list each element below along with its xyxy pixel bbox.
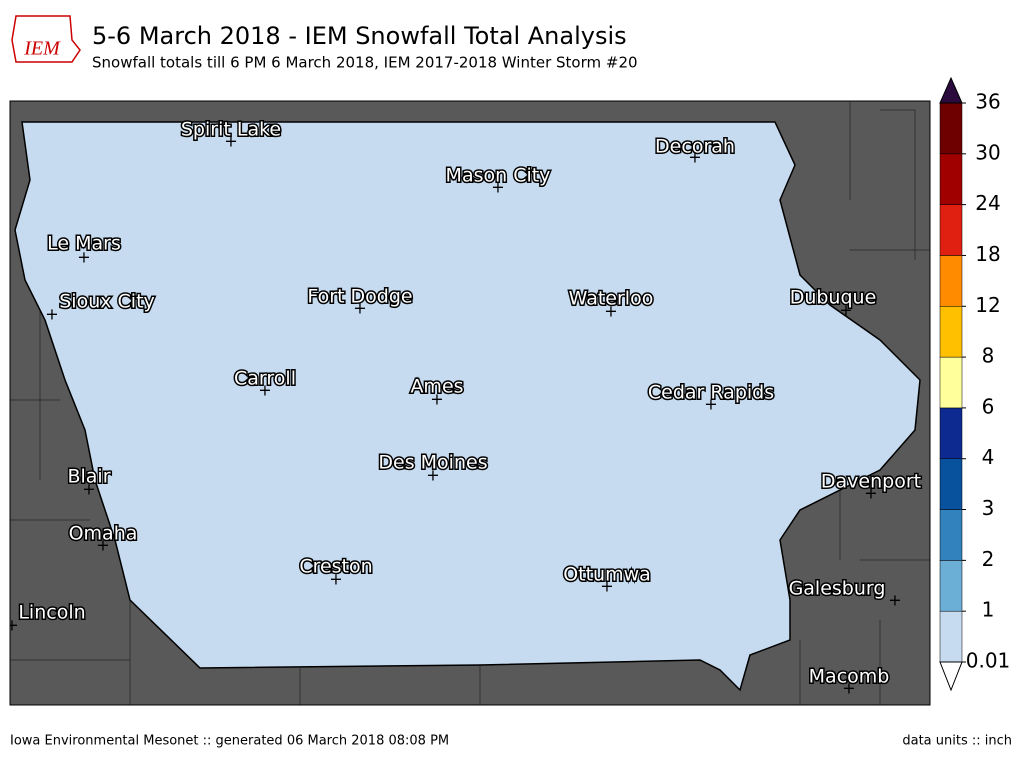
colorbar-segment [939, 356, 963, 409]
city-marker: + [604, 302, 617, 321]
colorbar-tick-label: 18 [975, 242, 1000, 266]
colorbar-segment [939, 204, 963, 256]
city-label: Waterloo [569, 288, 654, 310]
colorbar-segment [939, 610, 963, 663]
colorbar-tick-label: 36 [975, 90, 1000, 114]
city-marker: + [82, 480, 95, 499]
colorbar-segment [939, 509, 963, 561]
city-label: Spirit Lake [181, 119, 281, 141]
colorbar-tick-label: 0.01 [966, 649, 1011, 673]
city-label: Ames [410, 376, 463, 398]
cities: Spirit Lake+ Mason City+ Decorah+ Le Mar… [5, 117, 923, 698]
colorbar-tick-label: 24 [975, 191, 1000, 215]
city-marker: + [5, 616, 18, 635]
city-label: Fort Dodge [307, 286, 412, 308]
city-marker: + [888, 591, 901, 610]
city-label: Decorah [655, 136, 735, 158]
city-marker: + [864, 484, 877, 503]
city-marker: + [491, 178, 504, 197]
city-marker: + [430, 390, 443, 409]
city-label: Lincoln [18, 602, 85, 624]
colorbar-tick-label: 1 [982, 598, 995, 622]
colorbar-segment [939, 102, 963, 155]
logo: IEM [11, 15, 81, 63]
city-marker: + [258, 381, 271, 400]
city-label: Blair [67, 466, 110, 488]
city-marker: + [77, 248, 90, 267]
colorbar-under [939, 661, 963, 692]
colorbar-tick-label: 2 [982, 547, 995, 571]
city-label: Ottumwa [563, 564, 651, 586]
title: 5-6 March 2018 - IEM Snowfall Total Anal… [92, 22, 627, 50]
colorbar-tick-label: 12 [975, 293, 1000, 317]
city-marker: + [839, 301, 852, 320]
city-marker: + [842, 679, 855, 698]
map-frame [9, 100, 931, 706]
map: Spirit Lake+ Mason City+ Decorah+ Le Mar… [5, 101, 930, 705]
city-marker: + [426, 466, 439, 485]
city-label: Omaha [69, 523, 138, 545]
colorbar-tick-label: 3 [982, 496, 995, 520]
city-label: Le Mars [47, 233, 121, 255]
footer-left: Iowa Environmental Mesonet :: generated … [10, 734, 449, 749]
city-label: Carroll [234, 368, 296, 390]
city-label: Dubuque [790, 287, 877, 309]
footer-right: data units :: inch [902, 734, 1012, 749]
colorbar-segment [939, 560, 963, 612]
city-label: Mason City [446, 165, 551, 187]
colorbar-over [939, 76, 963, 104]
colorbar-tick-label: 30 [975, 140, 1000, 164]
colorbar-tick-label: 4 [982, 445, 995, 469]
city-label: Cedar Rapids [648, 382, 774, 404]
city-marker: + [45, 305, 58, 324]
colorbar-segment [939, 306, 963, 358]
city-marker: + [353, 299, 366, 318]
logo-text: IEM [23, 38, 61, 60]
city-marker: + [224, 132, 237, 151]
subtitle: Snowfall totals till 6 PM 6 March 2018, … [92, 54, 638, 72]
city-label: Galesburg [789, 578, 886, 600]
city-label: Creston [299, 556, 372, 578]
city-marker: + [688, 148, 701, 167]
city-label: Des Moines [378, 452, 487, 474]
city-marker: + [600, 577, 613, 596]
colorbar-segment [939, 153, 963, 205]
city-marker: + [96, 536, 109, 555]
logo-outline [11, 15, 81, 63]
city-marker: + [704, 395, 717, 414]
colorbar-tick-label: 8 [982, 344, 995, 368]
colorbar-tick-label: 6 [982, 394, 995, 418]
colorbar-segment [939, 407, 963, 459]
colorbar-segment [939, 458, 963, 510]
city-marker: + [329, 570, 342, 589]
city-label: Sioux City [59, 291, 155, 313]
city-label: Macomb [809, 666, 890, 688]
city-label: Davenport [821, 471, 921, 493]
colorbar-segment [939, 255, 963, 307]
